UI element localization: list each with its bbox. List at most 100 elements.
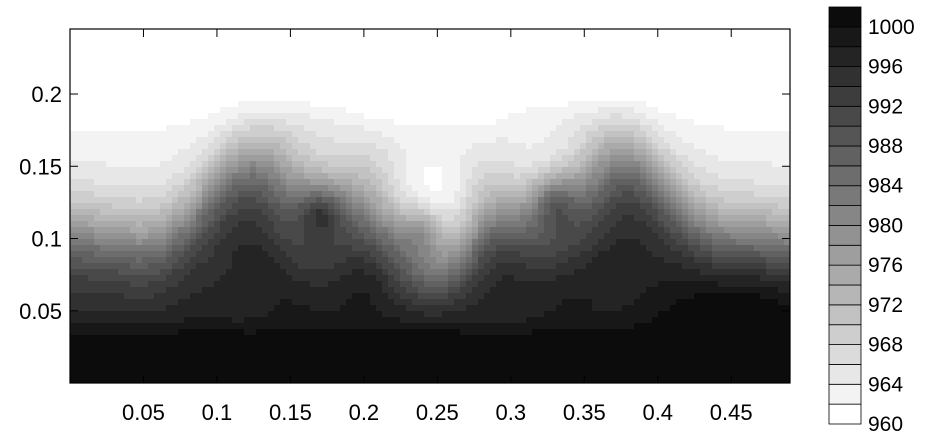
field-cell: [742, 113, 749, 120]
field-cell: [556, 191, 563, 198]
field-cell: [352, 143, 359, 150]
field-cell: [340, 221, 347, 228]
field-cell: [388, 167, 395, 174]
field-cell: [718, 221, 725, 228]
field-cell: [544, 137, 551, 144]
field-cell: [82, 77, 89, 84]
field-cell: [742, 221, 749, 228]
field-cell: [502, 245, 509, 252]
field-cell: [682, 149, 689, 156]
field-cell: [400, 191, 407, 198]
field-cell: [778, 41, 785, 48]
field-cell: [682, 245, 689, 252]
field-cell: [232, 227, 239, 234]
field-cell: [778, 191, 785, 198]
field-cell: [88, 197, 95, 204]
field-cell: [688, 113, 695, 120]
field-cell: [502, 29, 509, 36]
field-cell: [556, 221, 563, 228]
field-cell: [340, 233, 347, 240]
field-cell: [442, 83, 449, 90]
field-cell: [376, 173, 383, 180]
field-cell: [124, 35, 131, 42]
field-cell: [100, 275, 107, 282]
field-cell: [244, 143, 251, 150]
field-cell: [280, 185, 287, 192]
field-cell: [610, 269, 617, 276]
field-cell: [442, 47, 449, 54]
field-cell: [178, 233, 185, 240]
field-cell: [628, 185, 635, 192]
field-cell: [274, 185, 281, 192]
field-cell: [616, 269, 623, 276]
field-cell: [142, 83, 149, 90]
field-cell: [262, 71, 269, 78]
field-cell: [490, 179, 497, 186]
field-cell: [634, 89, 641, 96]
field-cell: [382, 185, 389, 192]
field-cell: [370, 131, 377, 138]
field-cell: [232, 167, 239, 174]
field-cell: [136, 185, 143, 192]
field-cell: [316, 95, 323, 102]
field-cell: [490, 95, 497, 102]
field-cell: [598, 203, 605, 210]
field-cell: [436, 107, 443, 114]
field-cell: [82, 95, 89, 102]
field-cell: [94, 251, 101, 258]
field-cell: [358, 197, 365, 204]
field-cell: [502, 71, 509, 78]
field-cell: [466, 65, 473, 72]
field-cell: [508, 89, 515, 96]
field-cell: [754, 257, 761, 264]
field-cell: [256, 149, 263, 156]
field-cell: [568, 149, 575, 156]
field-cell: [742, 59, 749, 66]
field-cell: [376, 119, 383, 126]
field-cell: [736, 83, 743, 90]
field-cell: [196, 251, 203, 258]
field-cell: [544, 47, 551, 54]
field-cell: [472, 245, 479, 252]
field-cell: [220, 209, 227, 216]
field-cell: [376, 233, 383, 240]
field-cell: [406, 239, 413, 246]
field-cell: [676, 59, 683, 66]
field-cell: [136, 107, 143, 114]
field-cell: [250, 233, 257, 240]
field-cell: [634, 41, 641, 48]
field-cell: [514, 233, 521, 240]
field-cell: [682, 119, 689, 126]
field-cell: [364, 251, 371, 258]
field-cell: [604, 233, 611, 240]
field-cell: [118, 71, 125, 78]
field-cell: [178, 35, 185, 42]
field-cell: [520, 275, 527, 282]
field-cell: [208, 203, 215, 210]
field-cell: [244, 233, 251, 240]
field-cell: [460, 35, 467, 42]
field-cell: [730, 65, 737, 72]
field-cell: [82, 41, 89, 48]
field-cell: [226, 59, 233, 66]
field-cell: [268, 191, 275, 198]
field-cell: [406, 41, 413, 48]
field-cell: [400, 101, 407, 108]
field-cell: [538, 209, 545, 216]
field-cell: [238, 101, 245, 108]
field-cell: [598, 215, 605, 222]
field-cell: [286, 107, 293, 114]
field-cell: [136, 239, 143, 246]
field-cell: [520, 203, 527, 210]
field-cell: [442, 59, 449, 66]
field-cell: [628, 257, 635, 264]
field-cell: [250, 275, 257, 282]
field-cell: [316, 179, 323, 186]
field-cell: [376, 221, 383, 228]
field-cell: [94, 275, 101, 282]
field-cell: [736, 245, 743, 252]
field-cell: [604, 107, 611, 114]
field-cell: [472, 47, 479, 54]
field-cell: [418, 191, 425, 198]
field-cell: [226, 131, 233, 138]
